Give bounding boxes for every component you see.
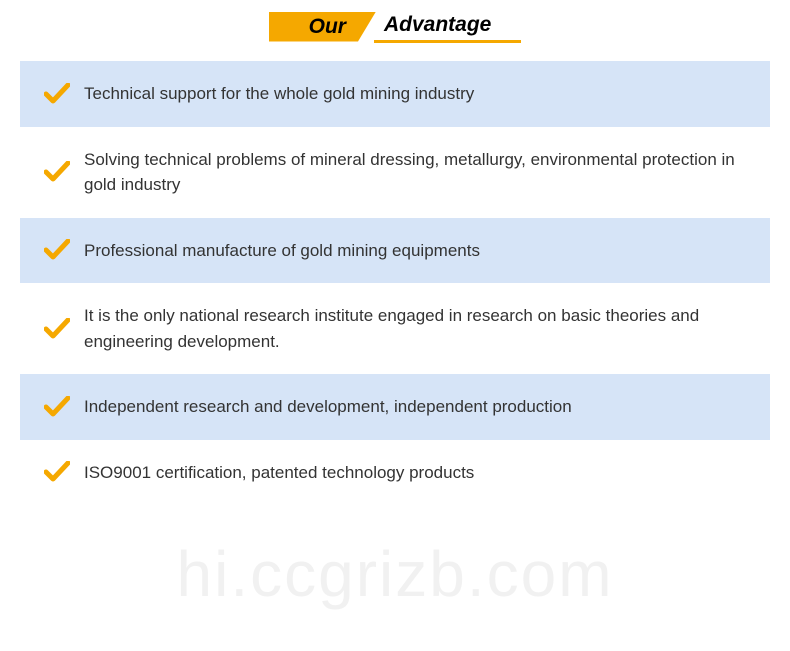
item-text: Technical support for the whole gold min… [84,81,474,107]
check-icon [44,83,70,105]
watermark-text: hi.ccgrizb.com [177,537,614,611]
list-item: It is the only national research institu… [20,283,770,374]
check-icon [44,396,70,418]
list-item: Professional manufacture of gold mining … [20,218,770,284]
list-item: Independent research and development, in… [20,374,770,440]
item-text: Solving technical problems of mineral dr… [84,147,746,198]
list-item: Solving technical problems of mineral dr… [20,127,770,218]
item-text: ISO9001 certification, patented technolo… [84,460,474,486]
list-item: ISO9001 certification, patented technolo… [20,440,770,506]
item-text: Independent research and development, in… [84,394,572,420]
check-icon [44,239,70,261]
badge-right-label: Advantage [374,10,521,43]
check-icon [44,161,70,183]
item-text: Professional manufacture of gold mining … [84,238,480,264]
check-icon [44,318,70,340]
list-item: Technical support for the whole gold min… [20,61,770,127]
header-badge: Our Advantage [269,10,522,43]
item-text: It is the only national research institu… [84,303,746,354]
badge-left-label: Our [269,12,376,42]
section-header: Our Advantage [0,0,790,61]
advantage-list: Technical support for the whole gold min… [0,61,790,505]
check-icon [44,461,70,483]
